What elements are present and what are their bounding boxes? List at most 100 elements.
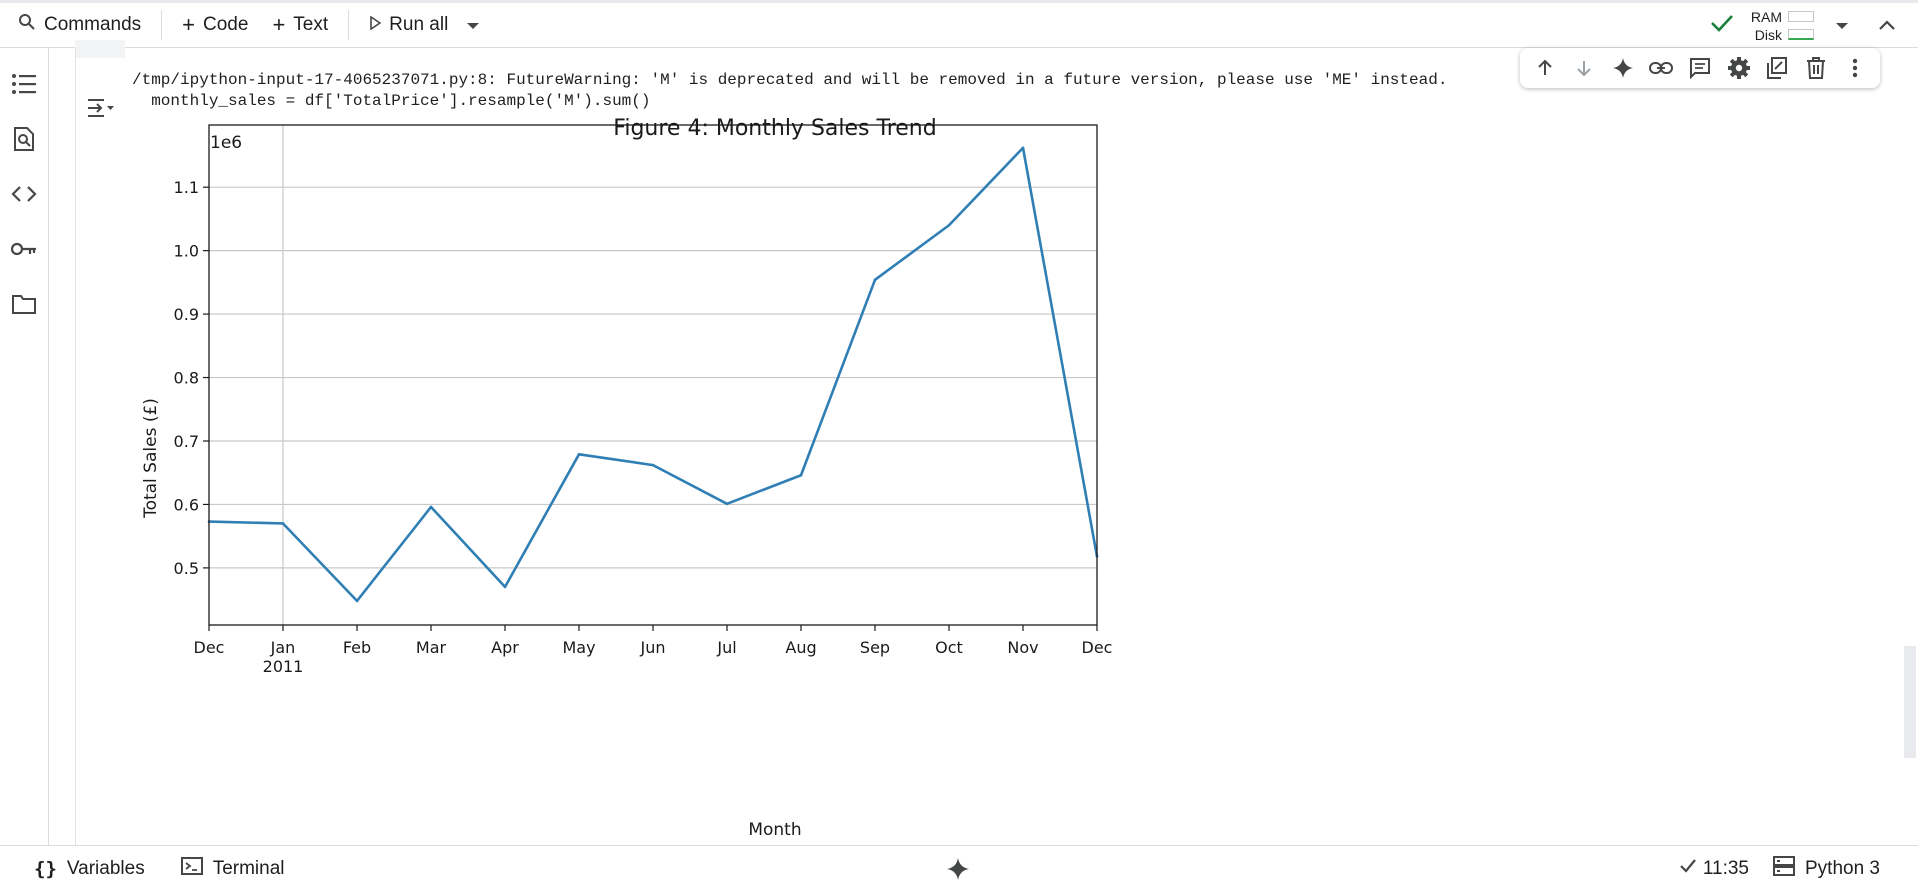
code-snippets-icon[interactable] [10,180,38,208]
data-point [947,223,951,227]
comment-icon[interactable] [1685,53,1715,83]
add-code-label: Code [203,14,249,35]
y-scale-label: 1e6 [210,133,242,153]
run-all-button[interactable]: Run all [357,5,460,45]
commands-button[interactable]: Commands [6,5,153,45]
chart-title: Figure 4: Monthly Sales Trend [613,116,936,141]
x-tick-label: Apr [491,638,519,657]
plus-icon: + [182,12,196,37]
x-tick-label: Feb [343,638,371,657]
execution-status[interactable]: 11:35 [1679,858,1749,880]
table-of-contents-icon[interactable] [10,70,38,98]
x-tick-label: Nov [1007,638,1038,657]
warning-line-1: /tmp/ipython-input-17-4065237071.py:8: F… [132,71,1448,89]
sales-line [208,146,1099,603]
data-point [281,522,285,525]
y-tick-label: 0.5 [174,559,199,578]
terminal-icon [180,857,203,881]
y-tick-label: 1.0 [174,242,199,261]
runtime-label: Python 3 [1805,857,1880,879]
terminal-label: Terminal [212,858,285,879]
y-tick-label: 0.9 [174,305,199,324]
caret-down-icon [466,14,480,36]
data-point [873,278,877,282]
output-actions-icon[interactable] [86,96,116,120]
secrets-key-icon[interactable] [10,235,38,263]
vertical-scrollbar[interactable] [1904,646,1916,758]
status-bar: {} Variables Terminal 11:35 Python 3 [0,845,1918,892]
data-point [577,453,581,456]
x-tick-label: Jun [640,638,666,657]
add-text-button[interactable]: + Text [260,5,340,45]
files-folder-icon[interactable] [10,290,38,318]
resource-meters[interactable] [1788,11,1814,40]
grid-layer [209,125,1097,625]
mirror-cell-icon[interactable] [1762,53,1792,83]
toolbar-divider [161,10,163,40]
data-point [1021,146,1025,150]
data-point [503,585,507,589]
ram-label: RAM [1750,8,1782,25]
x-axis-label: Month [748,820,801,840]
x-tick-label: May [562,638,595,657]
runtime-server-icon [1773,855,1795,882]
y-tick-label: 0.7 [174,432,199,451]
plot-frame [208,124,1098,626]
braces-icon: {} [34,858,57,880]
chevron-down-icon[interactable] [1834,15,1850,37]
search-icon [18,13,36,37]
data-point [429,505,433,509]
add-text-label: Text [293,14,329,35]
resource-labels[interactable]: RAM Disk [1751,8,1782,44]
ram-meter [1788,11,1814,22]
x-tick-label: Oct [935,638,963,657]
y-tick-label: 0.6 [174,495,199,514]
cell-collapse-tab[interactable] [75,40,125,58]
cell-left-border [75,48,76,845]
plus-icon: + [272,12,286,37]
more-options-icon[interactable] [1840,53,1870,83]
gemini-sparkle-icon[interactable] [946,857,970,887]
y-axis-label: Total Sales (£) [141,398,161,519]
x-tick-label: Jul [716,638,736,657]
commands-label: Commands [44,14,142,35]
data-point [651,463,655,467]
data-point [725,502,729,506]
find-replace-icon[interactable] [10,125,38,153]
variables-button[interactable]: {} Variables [34,858,145,880]
gemini-sparkle-icon[interactable] [1608,53,1638,83]
monthly-sales-chart: Figure 4: Monthly Sales Trend 1e6 0.5 0.6… [141,116,1113,840]
add-code-button[interactable]: + Code [170,5,260,45]
x-tick-label: Mar [416,638,447,657]
x-tick-label: Aug [785,638,816,657]
disk-meter [1788,29,1814,40]
move-down-icon[interactable] [1569,53,1599,83]
settings-gear-icon[interactable] [1724,53,1754,83]
cell-toolbar [1520,48,1880,88]
x-tick-label: Dec [194,638,225,657]
variables-label: Variables [66,858,145,879]
move-up-icon[interactable] [1530,53,1560,83]
run-all-dropdown[interactable] [460,5,486,45]
data-point [799,473,803,477]
toolbar-divider [348,10,350,40]
check-icon [1679,858,1697,880]
y-tick-label: 1.1 [174,178,199,197]
connected-check-icon[interactable] [1709,12,1735,40]
top-toolbar: Commands + Code + Text Run all RAM Disk [0,0,1918,48]
link-icon[interactable] [1646,53,1676,83]
x-tick-label: Dec [1082,638,1113,657]
runtime-button[interactable]: Python 3 [1773,855,1880,882]
x-tick-label: Jan [270,638,296,657]
execution-time: 11:35 [1702,857,1749,879]
chevron-up-icon[interactable] [1878,15,1896,37]
y-tick-label: 0.8 [174,369,199,388]
left-rail [0,48,49,845]
delete-trash-icon[interactable] [1801,53,1831,83]
run-all-label: Run all [389,14,449,35]
warning-output: /tmp/ipython-input-17-4065237071.py:8: F… [132,70,1447,112]
warning-line-2: monthly_sales = df['TotalPrice'].resampl… [132,92,651,110]
x-year-label: 2011 [263,657,304,676]
series-layer [207,146,1099,603]
terminal-button[interactable]: Terminal [180,857,285,881]
